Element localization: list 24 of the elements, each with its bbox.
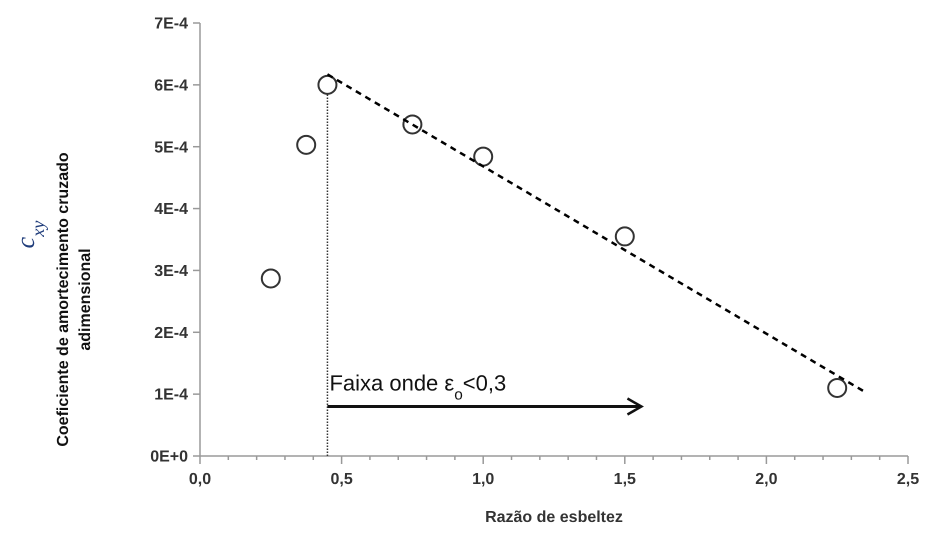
x-tick-label: 0,0 — [188, 471, 212, 488]
point — [317, 74, 338, 95]
x-tick-label: 1,0 — [472, 471, 494, 488]
y-tick-label: 5E-4 — [154, 139, 188, 156]
y-tick-label: 2E-4 — [154, 324, 188, 342]
point — [296, 134, 316, 155]
x-tick-label: 0,5 — [330, 471, 353, 488]
y-tick-label: 0E+0 — [150, 448, 188, 466]
y-tick-label: 6E-4 — [154, 77, 188, 94]
point — [827, 378, 848, 398]
point — [402, 114, 422, 134]
x-axis-title: Razão de esbeltez — [485, 509, 623, 526]
point — [614, 226, 635, 246]
point — [260, 268, 281, 288]
y-tick-label: 1E-4 — [154, 386, 188, 404]
y-tick-label: 4E-4 — [154, 201, 188, 218]
y-tick-label: 3E-4 — [154, 263, 188, 280]
x-tick-label: 1,5 — [614, 471, 636, 488]
point — [473, 146, 494, 167]
y-axis-title: Coeficiente de amortecimento cruzado adimensional — [55, 152, 94, 447]
annotation: Faixa onde ε$_{o}$<0,3 — [329, 370, 506, 404]
x-tick-label: 2,0 — [755, 471, 778, 488]
y-tick-label: 7E-4 — [154, 16, 188, 33]
x-tick-label: 2,5 — [896, 471, 920, 488]
